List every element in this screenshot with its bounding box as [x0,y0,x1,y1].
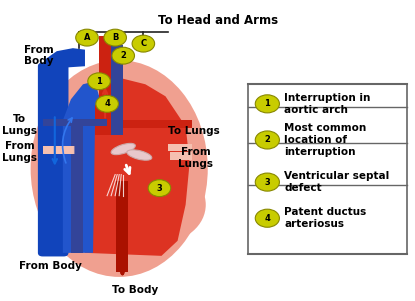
Polygon shape [123,120,192,128]
Text: To Head and Arms: To Head and Arms [158,14,278,26]
Text: Patent ductus
arteriosus: Patent ductus arteriosus [284,207,366,229]
Text: From
Body: From Body [24,45,54,67]
Polygon shape [43,119,107,126]
Polygon shape [95,105,115,135]
Bar [248,84,407,254]
Polygon shape [85,78,190,256]
Text: A: A [84,33,90,42]
Circle shape [88,73,110,90]
Text: 3: 3 [264,178,270,187]
Polygon shape [111,45,123,135]
FancyBboxPatch shape [38,63,68,256]
Circle shape [96,95,118,112]
Circle shape [104,29,127,46]
Text: 2: 2 [264,135,270,144]
Circle shape [76,29,98,46]
Text: From
Lungs: From Lungs [178,147,213,169]
Polygon shape [169,152,192,160]
Circle shape [255,95,279,113]
Ellipse shape [117,167,206,242]
Text: 4: 4 [264,214,270,223]
Text: To Lungs: To Lungs [168,126,220,136]
Text: Interruption in
aortic arch: Interruption in aortic arch [284,93,371,115]
Polygon shape [71,122,83,253]
Text: 1: 1 [264,99,270,108]
Ellipse shape [111,143,135,155]
Ellipse shape [31,60,208,277]
Text: C: C [140,39,146,48]
Polygon shape [99,36,111,135]
Polygon shape [44,48,85,72]
Text: Most common
location of
interruption: Most common location of interruption [284,123,366,157]
Text: 3: 3 [156,184,162,193]
Circle shape [112,47,134,64]
Text: Ventricular septal
defect: Ventricular septal defect [284,171,390,193]
Text: To Body: To Body [112,284,159,295]
Text: To
Lungs: To Lungs [2,114,37,136]
Circle shape [255,209,279,227]
Circle shape [255,173,279,191]
Text: 1: 1 [96,77,102,86]
Circle shape [132,35,155,52]
Text: 2: 2 [120,51,126,60]
Ellipse shape [127,150,152,160]
Text: From
Lungs: From Lungs [2,141,37,163]
Polygon shape [63,81,99,253]
Text: B: B [112,33,118,42]
Text: 4: 4 [104,99,110,108]
Polygon shape [43,146,75,154]
Circle shape [148,180,171,197]
Circle shape [255,131,279,149]
Text: From Body: From Body [20,261,82,272]
Polygon shape [116,181,129,272]
Polygon shape [168,144,192,150]
